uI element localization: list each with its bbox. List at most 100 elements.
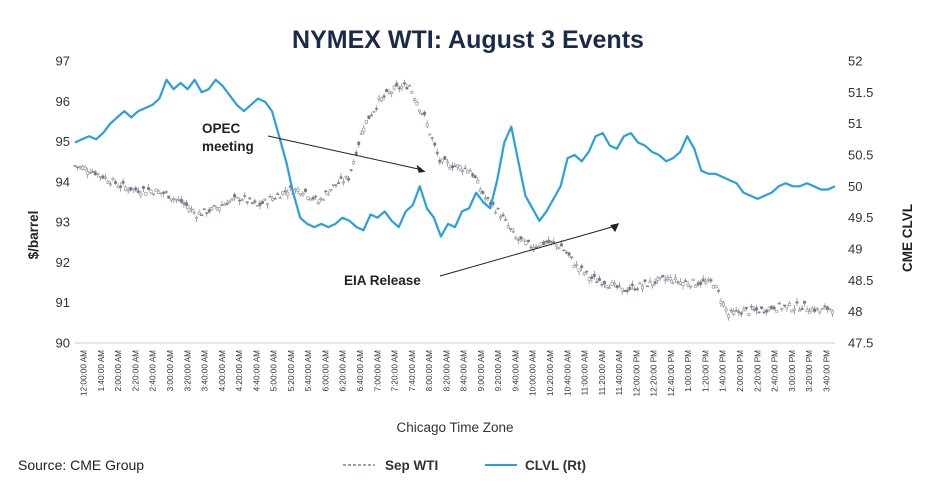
candle-body	[88, 172, 92, 174]
candle-body	[471, 173, 475, 177]
candle-body	[494, 211, 498, 214]
candle-body	[714, 284, 718, 288]
x-tick-label: 3:00:00 AM	[166, 350, 175, 392]
candle-body	[526, 239, 530, 243]
candle-body	[529, 246, 533, 249]
candle-body	[620, 287, 624, 292]
legend-label-sep-wti: Sep WTI	[385, 458, 438, 473]
candle-body	[524, 241, 528, 245]
candle-body	[623, 289, 627, 293]
candle-body	[309, 198, 313, 201]
candle-body	[243, 195, 247, 197]
candle-body	[253, 200, 257, 203]
x-tick-label: 1:00:00 PM	[684, 350, 693, 392]
candle-body	[716, 290, 720, 292]
candle-body	[506, 225, 510, 229]
candle-body	[73, 165, 77, 167]
candle-body	[387, 91, 391, 94]
candle-body	[792, 308, 796, 311]
y-left-tick-label: 95	[56, 134, 70, 149]
right-axis-ticks: 47.5 48 48.5 49 49.5 50 50.5 51 51.5 52	[848, 54, 873, 351]
candle-body	[808, 311, 812, 314]
candle-body	[729, 309, 733, 312]
candle-body	[184, 202, 188, 207]
candle-body	[815, 308, 819, 310]
candle-body	[549, 240, 553, 243]
annotation-eia: EIA Release	[344, 273, 421, 288]
candle-body	[483, 197, 487, 200]
candle-body	[126, 189, 130, 192]
x-tick-label: 6:20:00 AM	[339, 350, 348, 392]
candle-body	[825, 306, 829, 311]
candle-body	[656, 277, 660, 281]
candle-body	[286, 192, 290, 196]
candle-body	[630, 283, 634, 287]
candle-body	[830, 310, 834, 315]
candle-body	[141, 186, 145, 190]
candle-body	[747, 313, 751, 316]
candle-body	[785, 304, 789, 309]
candle-body	[668, 277, 672, 281]
candle-body	[273, 198, 277, 200]
x-tick-label: 5:40:00 AM	[304, 350, 313, 392]
candle-body	[83, 166, 87, 170]
candle-body	[795, 301, 799, 304]
candle-body	[172, 198, 176, 200]
candle-body	[81, 166, 85, 170]
candle-body	[430, 137, 434, 139]
candle-body	[722, 302, 726, 307]
x-tick-label: 3:20:00 PM	[805, 350, 814, 392]
candle-body	[499, 216, 503, 219]
y-axis-left-label: $/barrel	[26, 211, 41, 260]
candle-body	[671, 282, 675, 284]
y-right-tick-label: 49.5	[848, 210, 873, 225]
y-right-tick-label: 50.5	[848, 148, 873, 163]
x-tick-label: 7:20:00 AM	[391, 350, 400, 392]
candle-body	[509, 228, 513, 230]
y-left-tick-label: 97	[56, 54, 70, 69]
candle-body	[245, 201, 249, 204]
candle-body	[250, 202, 254, 204]
candle-body	[207, 209, 211, 213]
candle-body	[433, 142, 437, 146]
y-left-tick-label: 94	[56, 174, 70, 189]
candle-body	[798, 309, 802, 312]
candle-body	[321, 199, 325, 201]
candle-body	[719, 301, 723, 304]
candle-body	[362, 127, 366, 132]
candle-body	[782, 304, 786, 307]
candle-body	[392, 85, 396, 90]
y-left-tick-label: 92	[56, 255, 70, 270]
x-tick-label: 4:40:00 AM	[252, 350, 261, 392]
x-tick-label: 7:40:00 AM	[408, 350, 417, 392]
x-tick-label: 10:40:00 AM	[563, 350, 572, 396]
candle-body	[255, 204, 259, 207]
candle-body	[590, 276, 594, 280]
x-tick-label: 4:20:00 AM	[235, 350, 244, 392]
candle-body	[711, 285, 715, 289]
candle-body	[407, 85, 411, 87]
x-tick-label: 1:40:00 PM	[719, 350, 728, 392]
candle-body	[374, 108, 378, 110]
x-tick-label: 3:40:00 PM	[822, 350, 831, 392]
clvl-line	[74, 78, 836, 238]
candle-body	[215, 207, 219, 210]
candle-body	[400, 86, 404, 89]
candle-body	[235, 196, 239, 199]
y-left-tick-label: 93	[56, 215, 70, 230]
candle-body	[689, 285, 693, 288]
candle-body	[828, 308, 832, 310]
candle-body	[149, 189, 153, 194]
candle-body	[347, 178, 351, 181]
candle-body	[775, 310, 779, 313]
candle-body	[613, 282, 617, 285]
candle-body	[131, 188, 135, 190]
candle-body	[222, 203, 226, 207]
x-tick-label: 2:40:00 PM	[771, 350, 780, 392]
candle-body	[164, 191, 168, 193]
candle-body	[314, 195, 318, 198]
candle-body	[453, 165, 457, 168]
candle-body	[101, 175, 105, 179]
candle-body	[78, 166, 82, 168]
candle-body	[136, 190, 140, 193]
